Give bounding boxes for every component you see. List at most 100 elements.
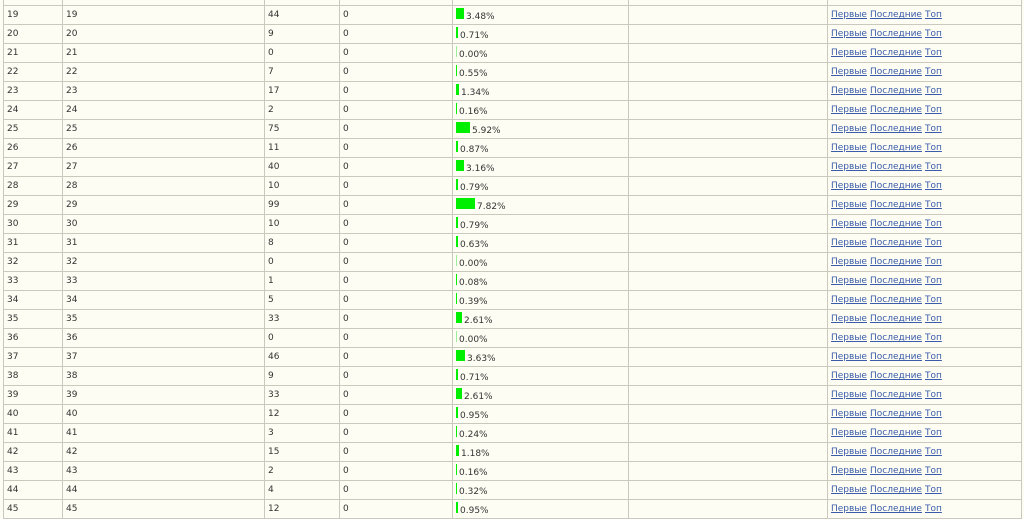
first-link[interactable]: Первые [831,67,867,77]
top-link[interactable]: Топ [924,200,942,210]
last-link[interactable]: Последние [869,10,922,20]
percent-cell: 1.34% [452,81,629,101]
top-link[interactable]: Топ [924,485,942,495]
top-link[interactable]: Топ [924,67,942,77]
first-link[interactable]: Первые [831,371,867,381]
last-link[interactable]: Последние [869,86,922,96]
top-link[interactable]: Топ [924,48,942,58]
first-link[interactable]: Первые [831,466,867,476]
row-zero: 0 [339,43,453,63]
links-cell: Первые Последние Топ [827,214,1022,234]
last-link[interactable]: Последние [869,29,922,39]
last-link[interactable]: Последние [869,333,922,343]
percent-cell: 5.92% [452,119,629,139]
last-link[interactable]: Последние [869,238,922,248]
top-link[interactable]: Топ [924,295,942,305]
first-link[interactable]: Первые [831,181,867,191]
top-link[interactable]: Топ [924,504,942,514]
last-link[interactable]: Последние [869,504,922,514]
last-link[interactable]: Последние [869,371,922,381]
percent-label: 0.87% [460,145,489,155]
top-link[interactable]: Топ [924,409,942,419]
last-link[interactable]: Последние [869,105,922,115]
top-link[interactable]: Топ [924,371,942,381]
percent-cell: 0.08% [452,271,629,291]
first-link[interactable]: Первые [831,10,867,20]
first-link[interactable]: Первые [831,485,867,495]
first-link[interactable]: Первые [831,276,867,286]
first-link[interactable]: Первые [831,409,867,419]
top-link[interactable]: Топ [924,29,942,39]
first-link[interactable]: Первые [831,29,867,39]
last-link[interactable]: Последние [869,352,922,362]
last-link[interactable]: Последние [869,276,922,286]
top-link[interactable]: Топ [924,181,942,191]
top-link[interactable]: Топ [924,390,942,400]
first-link[interactable]: Первые [831,257,867,267]
table-row: 38 38 9 0 0.71% Первые Последние Топ [3,366,1022,386]
last-link[interactable]: Последние [869,390,922,400]
table-row: 33 33 1 0 0.08% Первые Последние Топ [3,271,1022,291]
last-link[interactable]: Последние [869,219,922,229]
links-cell: Первые Последние Топ [827,423,1022,443]
first-link[interactable]: Первые [831,314,867,324]
last-link[interactable]: Последние [869,162,922,172]
first-link[interactable]: Первые [831,390,867,400]
top-link[interactable]: Топ [924,276,942,286]
percent-bar [456,293,457,304]
last-link[interactable]: Последние [869,428,922,438]
top-link[interactable]: Топ [924,105,942,115]
last-link[interactable]: Последние [869,48,922,58]
percent-cell: 0.63% [452,233,629,253]
top-link[interactable]: Топ [924,124,942,134]
first-link[interactable]: Первые [831,447,867,457]
first-link[interactable]: Первые [831,352,867,362]
table-row: 20 20 9 0 0.71% Первые Последние Топ [3,24,1022,44]
first-link[interactable]: Первые [831,200,867,210]
last-link[interactable]: Последние [869,466,922,476]
top-link[interactable]: Топ [924,428,942,438]
last-link[interactable]: Последние [869,447,922,457]
row-id: 38 [3,366,63,386]
first-link[interactable]: Первые [831,86,867,96]
percent-label: 0.00% [459,335,488,345]
links-cell: Первые Последние Топ [827,442,1022,462]
first-link[interactable]: Первые [831,162,867,172]
percent-bar [456,84,459,95]
first-link[interactable]: Первые [831,105,867,115]
top-link[interactable]: Топ [924,466,942,476]
top-link[interactable]: Топ [924,314,942,324]
first-link[interactable]: Первые [831,504,867,514]
first-link[interactable]: Первые [831,48,867,58]
table-row: 19 19 44 0 3.48% Первые Последние Топ [3,5,1022,25]
last-link[interactable]: Последние [869,181,922,191]
first-link[interactable]: Первые [831,428,867,438]
top-link[interactable]: Топ [924,352,942,362]
row-id: 26 [3,138,63,158]
first-link[interactable]: Первые [831,333,867,343]
top-link[interactable]: Топ [924,143,942,153]
top-link[interactable]: Топ [924,447,942,457]
top-link[interactable]: Топ [924,10,942,20]
empty-cell [628,442,828,462]
top-link[interactable]: Топ [924,238,942,248]
last-link[interactable]: Последние [869,314,922,324]
last-link[interactable]: Последние [869,143,922,153]
last-link[interactable]: Последние [869,67,922,77]
last-link[interactable]: Последние [869,257,922,267]
last-link[interactable]: Последние [869,409,922,419]
top-link[interactable]: Топ [924,162,942,172]
last-link[interactable]: Последние [869,124,922,134]
first-link[interactable]: Первые [831,124,867,134]
first-link[interactable]: Первые [831,295,867,305]
first-link[interactable]: Первые [831,143,867,153]
last-link[interactable]: Последние [869,200,922,210]
first-link[interactable]: Первые [831,219,867,229]
top-link[interactable]: Топ [924,86,942,96]
top-link[interactable]: Топ [924,257,942,267]
top-link[interactable]: Топ [924,333,942,343]
last-link[interactable]: Последние [869,295,922,305]
first-link[interactable]: Первые [831,238,867,248]
top-link[interactable]: Топ [924,219,942,229]
last-link[interactable]: Последние [869,485,922,495]
